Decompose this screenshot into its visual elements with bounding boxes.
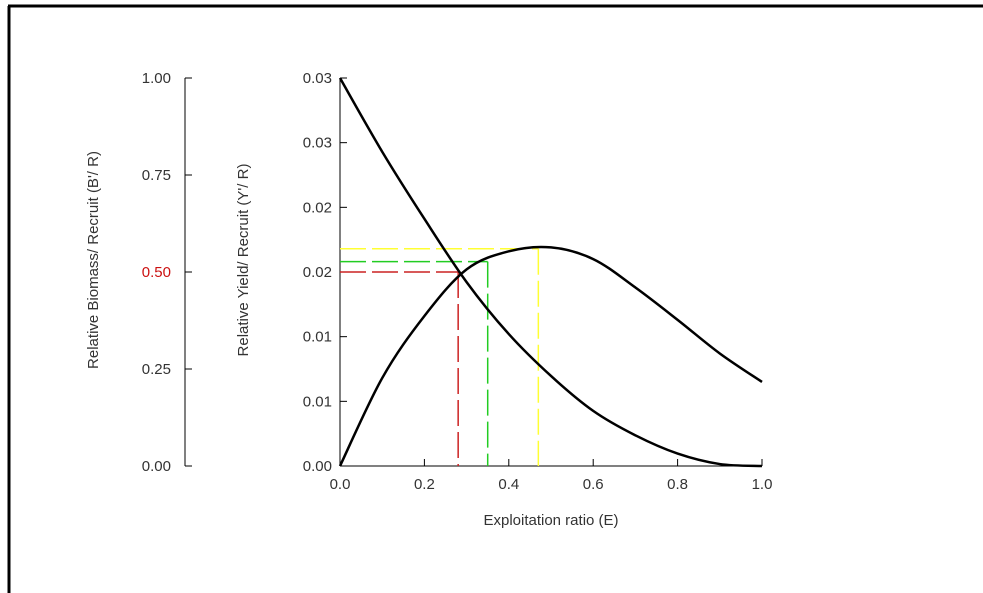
- x-tick-label: 1.0: [752, 476, 773, 493]
- x-axis-ticks: 0.0 0.2 0.4 0.6 0.8 1.0: [330, 459, 773, 493]
- left-axis-title: Relative Biomass/ Recruit (B'/ R): [85, 151, 102, 369]
- yield-tick-label: 0.02: [303, 264, 332, 281]
- right-axis-title: Relative Yield/ Recruit (Y'/ R): [235, 164, 252, 357]
- yield-axis-ticks: 0.00 0.01 0.01 0.02 0.02 0.03 0.03: [303, 70, 347, 475]
- left-axis-ticks: 0.00 0.25 0.50 0.75 1.00: [142, 70, 192, 475]
- yield-tick-label: 0.03: [303, 135, 332, 152]
- left-tick-label: 0.75: [142, 167, 171, 184]
- left-axis: 0.00 0.25 0.50 0.75 1.00 Relative Biomass/ R…: [85, 70, 192, 475]
- x-tick-label: 0.6: [583, 476, 604, 493]
- left-tick-label: 1.00: [142, 70, 171, 87]
- yield-tick-label: 0.01: [303, 393, 332, 410]
- x-axis-title: Exploitation ratio (E): [483, 512, 618, 529]
- x-tick-label: 0.0: [330, 476, 351, 493]
- x-tick-label: 0.2: [414, 476, 435, 493]
- left-tick-label: 0.50: [142, 264, 171, 281]
- left-tick-label: 0.25: [142, 361, 171, 378]
- x-tick-label: 0.4: [498, 476, 519, 493]
- series-lines: [338, 77, 763, 468]
- yield-tick-label: 0.01: [303, 329, 332, 346]
- yield-tick-label: 0.02: [303, 199, 332, 216]
- left-tick-label: 0.00: [142, 458, 171, 475]
- reference-lines: [340, 247, 540, 466]
- yield-curve: [338, 245, 763, 467]
- plot-area: 0.000.010.010.020.020.030.03 0.0 0.2 0.4 0.…: [303, 70, 773, 493]
- x-tick-label: 0.8: [667, 476, 688, 493]
- yield-tick-label: 0.03: [303, 70, 332, 87]
- biomass-curve: [338, 77, 763, 468]
- yield-tick-label: 0.00: [303, 458, 332, 475]
